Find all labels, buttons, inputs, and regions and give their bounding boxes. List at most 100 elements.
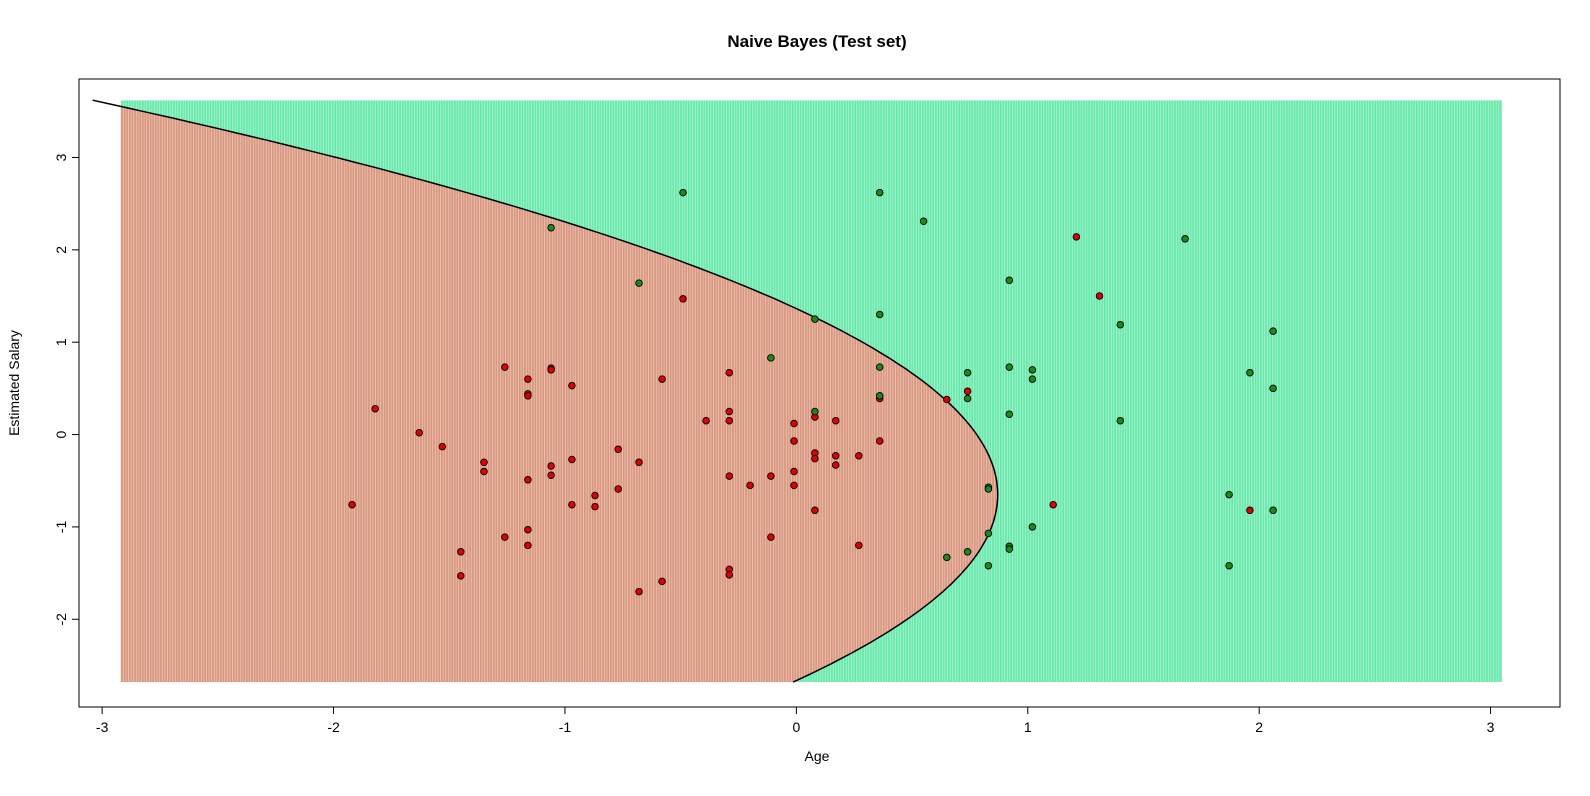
data-point-class-0 <box>791 482 798 489</box>
data-point-class-1 <box>1006 546 1013 553</box>
data-point-class-0 <box>659 578 666 585</box>
data-point-class-0 <box>832 453 839 460</box>
data-point-class-0 <box>525 542 532 549</box>
x-axis-label: Age <box>805 748 830 764</box>
data-point-class-1 <box>636 280 643 287</box>
data-point-class-0 <box>372 405 379 412</box>
x-tick-label: -3 <box>96 719 109 735</box>
data-point-class-1 <box>1270 385 1277 392</box>
data-point-class-0 <box>812 455 819 462</box>
data-point-class-0 <box>1050 501 1057 508</box>
x-tick-label: 0 <box>792 719 800 735</box>
y-tick-label: -1 <box>53 520 69 533</box>
data-point-class-1 <box>680 189 687 196</box>
data-point-class-1 <box>548 224 555 231</box>
data-point-class-0 <box>726 572 733 579</box>
data-point-class-1 <box>964 369 971 376</box>
x-tick-label: 2 <box>1255 719 1263 735</box>
data-point-class-0 <box>1247 507 1254 514</box>
data-point-class-0 <box>1096 293 1103 300</box>
data-point-class-0 <box>726 417 733 424</box>
data-point-class-0 <box>525 477 532 484</box>
data-point-class-0 <box>768 534 775 541</box>
y-axis: -2 -1 0 1 2 3 <box>53 153 79 625</box>
data-point-class-1 <box>812 408 819 415</box>
data-point-class-1 <box>1270 507 1277 514</box>
data-point-class-1 <box>985 486 992 493</box>
x-tick-label: 1 <box>1024 719 1032 735</box>
data-point-class-1 <box>1247 369 1254 376</box>
data-point-class-1 <box>920 218 927 225</box>
data-point-class-0 <box>615 446 622 453</box>
data-point-class-1 <box>1006 277 1013 284</box>
data-point-class-0 <box>832 462 839 469</box>
data-point-class-0 <box>726 408 733 415</box>
data-point-class-1 <box>964 395 971 402</box>
data-point-class-0 <box>569 382 576 389</box>
data-point-class-0 <box>548 367 555 374</box>
data-point-class-1 <box>876 189 883 196</box>
data-point-class-0 <box>525 376 532 383</box>
data-point-class-1 <box>985 530 992 537</box>
data-point-class-0 <box>416 429 423 436</box>
data-point-class-0 <box>964 388 971 395</box>
data-point-class-0 <box>832 417 839 424</box>
data-point-class-0 <box>615 486 622 493</box>
data-point-class-0 <box>856 542 863 549</box>
x-tick-label: -2 <box>327 719 340 735</box>
data-point-class-0 <box>856 453 863 460</box>
data-point-class-0 <box>876 438 883 445</box>
y-tick-label: -2 <box>53 613 69 626</box>
data-point-class-0 <box>548 472 555 479</box>
data-point-class-0 <box>659 376 666 383</box>
data-point-class-0 <box>569 456 576 463</box>
data-point-class-0 <box>502 364 509 371</box>
x-axis: -3 -2 -1 0 1 2 3 <box>96 707 1495 735</box>
data-point-class-1 <box>1270 328 1277 335</box>
data-point-class-0 <box>349 501 356 508</box>
data-point-class-0 <box>791 420 798 427</box>
data-point-class-1 <box>1226 491 1233 498</box>
data-point-class-0 <box>791 468 798 475</box>
data-point-class-1 <box>876 364 883 371</box>
data-point-class-1 <box>1029 367 1036 374</box>
data-point-class-0 <box>548 463 555 470</box>
data-point-class-0 <box>726 369 733 376</box>
y-tick-label: 3 <box>53 153 69 161</box>
data-point-class-0 <box>1073 234 1080 241</box>
data-point-class-0 <box>680 296 687 303</box>
y-tick-label: 1 <box>53 338 69 346</box>
data-point-class-0 <box>812 507 819 514</box>
data-point-class-0 <box>525 526 532 533</box>
y-tick-label: 0 <box>53 430 69 438</box>
data-point-class-0 <box>703 417 710 424</box>
data-point-class-1 <box>1006 411 1013 418</box>
x-tick-label: -1 <box>559 719 572 735</box>
data-point-class-0 <box>481 468 488 475</box>
data-point-class-1 <box>1117 417 1124 424</box>
data-point-class-1 <box>964 549 971 556</box>
data-point-class-0 <box>636 588 643 595</box>
x-tick-label: 3 <box>1487 719 1495 735</box>
data-point-class-1 <box>876 393 883 400</box>
data-point-class-0 <box>791 438 798 445</box>
data-point-class-1 <box>768 355 775 362</box>
y-axis-label: Estimated Salary <box>6 330 22 436</box>
data-point-class-0 <box>747 482 754 489</box>
data-point-class-1 <box>876 311 883 318</box>
data-point-class-1 <box>1006 364 1013 371</box>
data-point-class-1 <box>1029 376 1036 383</box>
data-point-class-0 <box>525 393 532 400</box>
data-point-class-0 <box>481 459 488 466</box>
data-point-class-0 <box>592 503 599 510</box>
data-point-class-0 <box>592 492 599 499</box>
data-point-class-0 <box>726 473 733 480</box>
chart-title: Naive Bayes (Test set) <box>727 32 906 51</box>
data-point-class-0 <box>439 443 446 450</box>
data-point-class-0 <box>458 573 465 580</box>
data-point-class-1 <box>944 554 951 561</box>
data-point-class-1 <box>985 562 992 569</box>
data-point-class-1 <box>1117 321 1124 328</box>
data-point-class-1 <box>1029 524 1036 531</box>
